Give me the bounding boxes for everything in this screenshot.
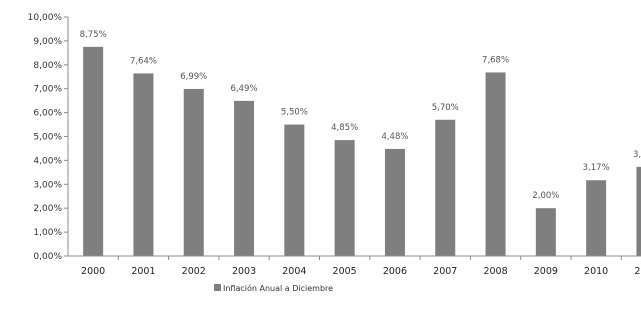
x-tick-label-2007: 2007 (433, 266, 457, 277)
data-label-2009: 2,00% (532, 191, 559, 201)
legend: Inflación Anual a Diciembre (214, 283, 333, 293)
data-label-2002: 6,99% (180, 72, 207, 82)
data-label-2003: 6,49% (231, 84, 258, 94)
legend-swatch (214, 284, 221, 291)
x-tick-label-2006: 2006 (383, 266, 407, 277)
x-tick-label-2002: 2002 (182, 266, 206, 277)
x-tick-label-2003: 2003 (232, 266, 256, 277)
x-tick-label-2000: 2000 (81, 266, 105, 277)
y-tick-label: 9,00% (33, 37, 62, 47)
x-tick-label-2008: 2008 (483, 266, 507, 277)
y-tick-label: 10,00% (28, 13, 63, 23)
bar-2004 (284, 124, 305, 256)
data-label-2010: 3,17% (583, 163, 610, 173)
data-label-2000: 8,75% (80, 30, 107, 40)
data-label-2007: 5,70% (432, 103, 459, 113)
bars: 8,75% 7,64% 6,99% 6,49% 5,50% 4,85% 4,48% 5,70%… (80, 30, 641, 257)
bar-2007 (435, 119, 456, 257)
bar-2005 (334, 140, 355, 256)
y-tick-label: 7,00% (33, 85, 62, 95)
bar-2002 (183, 88, 204, 257)
x-axis: 2000 2001 2002 2003 2004 2005 2006 2007 2008 2009… (68, 255, 641, 277)
y-tick-label: 2,00% (33, 204, 62, 214)
data-label-2008: 7,68% (482, 55, 509, 65)
data-label-2005: 4,85% (331, 123, 358, 133)
x-tick-label-2004: 2004 (282, 266, 306, 277)
x-tick-label-2010: 2010 (584, 266, 608, 277)
bar-2003 (234, 100, 255, 256)
y-tick-label: 0,00% (33, 252, 62, 262)
bar-2008 (485, 72, 506, 256)
data-label-2001: 7,64% (130, 56, 157, 66)
y-tick-label: 5,00% (33, 133, 62, 143)
bar-2001 (133, 73, 154, 257)
bar-2006 (384, 148, 405, 256)
y-tick-label: 3,00% (33, 180, 62, 190)
x-tick-label-2001: 2001 (131, 266, 155, 277)
bar-2000 (83, 46, 104, 256)
y-tick-label: 1,00% (33, 228, 62, 238)
y-axis: 0,00% 1,00% 2,00% 3,00% 4,00% 5,00% 6,00% 7,00%… (28, 13, 69, 262)
bar-2009 (535, 208, 556, 256)
x-tick-label-2005: 2005 (333, 266, 357, 277)
y-tick-label: 6,00% (33, 109, 62, 119)
y-tick-label: 8,00% (33, 61, 62, 71)
data-label-2011: 3,73% (633, 150, 641, 160)
data-label-2006: 4,48% (381, 132, 408, 142)
data-label-2004: 5,50% (281, 108, 308, 118)
x-tick-label-2009: 2009 (534, 266, 558, 277)
bar-2010 (586, 180, 607, 256)
y-tick-label: 4,00% (33, 156, 62, 166)
x-tick-label-2011: 2011 (634, 266, 641, 277)
bar-2011 (636, 166, 641, 256)
legend-label: Inflación Anual a Diciembre (223, 283, 333, 293)
